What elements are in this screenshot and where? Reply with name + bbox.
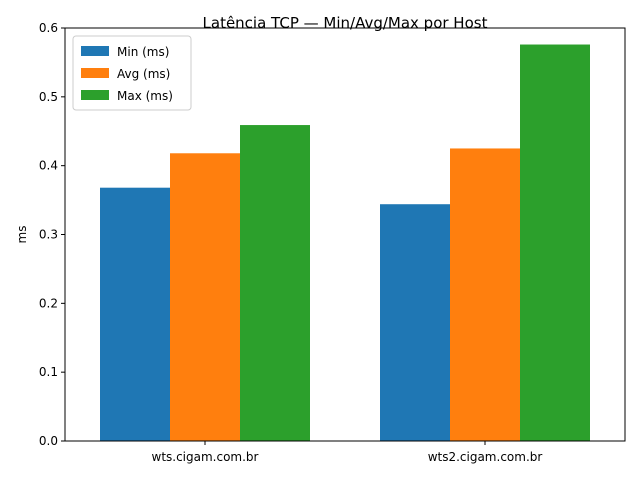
y-axis: 0.0 0.1 0.2 0.3 0.4 0.5 0.6 [39, 21, 65, 448]
legend-label-2: Avg (ms) [117, 67, 170, 81]
y-tick-label-6: 0.6 [39, 21, 58, 35]
bar-3-2 [520, 44, 590, 442]
plot-frame [64, 27, 626, 442]
legend-label-3: Max (ms) [117, 89, 173, 103]
y-tick-label-2: 0.2 [39, 296, 58, 310]
legend-swatch-3 [81, 90, 109, 100]
bar-1-1 [100, 187, 170, 441]
legend-swatch-2 [81, 68, 109, 78]
bar-3-1 [240, 125, 310, 442]
bar-2-2 [450, 148, 520, 442]
y-tick-label-3: 0.3 [39, 228, 58, 242]
legend: Min (ms) Avg (ms) Max (ms) [72, 35, 192, 111]
bars-group [100, 44, 590, 442]
bar-2-1 [170, 153, 240, 441]
chart-title: Latência TCP — Min/Avg/Max por Host [203, 14, 488, 32]
y-axis-label: ms [15, 226, 29, 244]
legend-label-1: Min (ms) [117, 45, 169, 59]
x-tick-label-0: wts.cigam.com.br [152, 450, 259, 464]
x-axis: wts.cigam.com.br wts2.cigam.com.br [152, 441, 543, 464]
y-tick-label-5: 0.5 [39, 90, 58, 104]
y-tick-label-1: 0.1 [39, 365, 58, 379]
y-tick-label-4: 0.4 [39, 159, 58, 173]
bar-1-2 [380, 204, 450, 441]
x-tick-label-1: wts2.cigam.com.br [428, 450, 543, 464]
y-tick-label-0: 0.0 [39, 434, 58, 448]
legend-swatch-1 [81, 46, 109, 56]
